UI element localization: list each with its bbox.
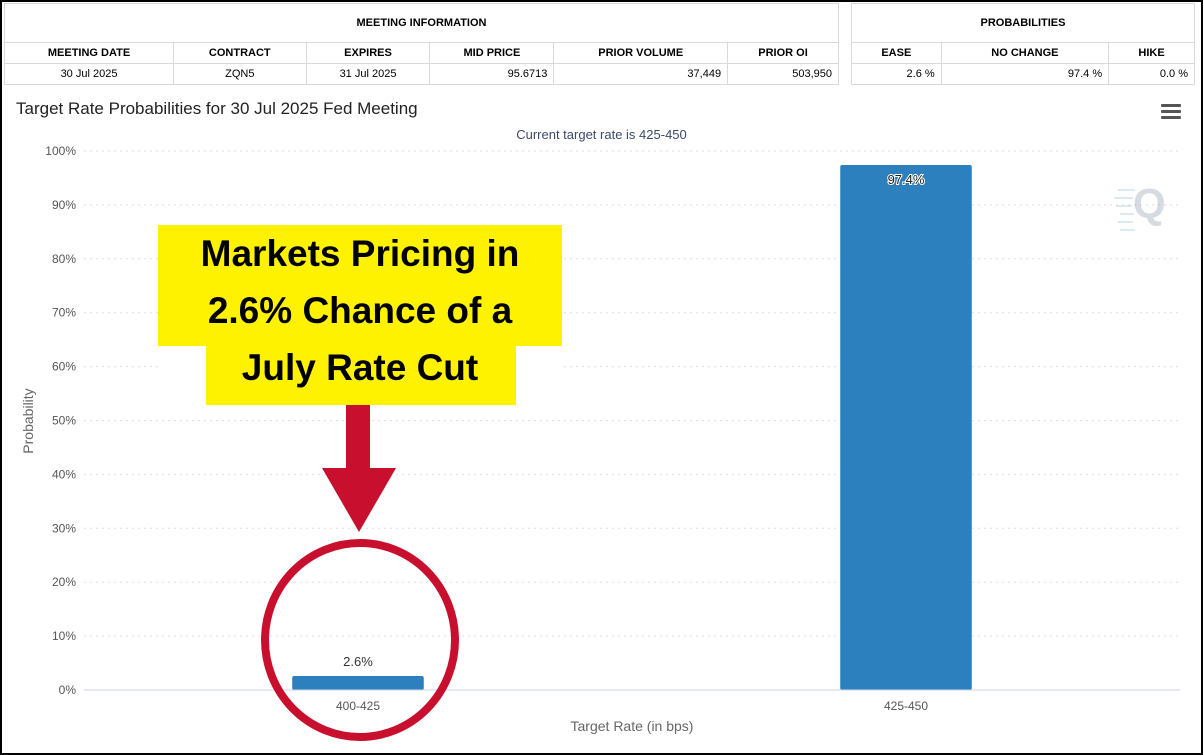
col-hike: HIKE xyxy=(1108,42,1195,64)
grid-lines xyxy=(84,150,1180,637)
prior-volume-value: 37,449 xyxy=(553,63,729,85)
svg-text:Q: Q xyxy=(1133,180,1166,227)
table-row: 2.6 % 97.4 % 0.0 % xyxy=(851,63,1195,85)
y-tick-label: 50% xyxy=(52,414,76,428)
q-logo-watermark-icon: Q xyxy=(1114,180,1166,231)
y-axis-ticks: 0% 10% 20% 30% 40% 50% 60% 70% 80% 90% 100% xyxy=(45,144,76,697)
hamburger-menu-icon[interactable] xyxy=(1161,104,1181,120)
x-tick-label: 425-450 xyxy=(884,699,928,713)
ease-value: 2.6 % xyxy=(851,63,942,85)
y-tick-label: 70% xyxy=(52,306,76,320)
y-tick-label: 80% xyxy=(52,252,76,266)
col-mid-price: MID PRICE xyxy=(429,42,555,64)
meeting-information-table: MEETING INFORMATION MEETING DATE CONTRAC… xyxy=(3,3,839,85)
prior-oi-value: 503,950 xyxy=(727,63,839,85)
callout-edge xyxy=(158,346,206,406)
bars: 2.6% 97.4% xyxy=(292,165,972,691)
expires-value: 31 Jul 2025 xyxy=(305,63,431,85)
contract-value: ZQN5 xyxy=(173,63,307,85)
x-axis-title: Target Rate (in bps) xyxy=(571,718,694,734)
y-tick-label: 10% xyxy=(52,629,76,643)
y-tick-label: 0% xyxy=(59,683,77,697)
bar-425-450[interactable] xyxy=(840,165,972,691)
x-tick-label: 400-425 xyxy=(336,699,380,713)
meeting-date-value: 30 Jul 2025 xyxy=(3,63,175,85)
hike-value: 0.0 % xyxy=(1108,63,1195,85)
y-tick-label: 20% xyxy=(52,575,76,589)
no-change-value: 97.4 % xyxy=(940,63,1110,85)
y-tick-label: 30% xyxy=(52,521,76,535)
table-row: 30 Jul 2025 ZQN5 31 Jul 2025 95.6713 37,… xyxy=(3,63,839,85)
data-label: 2.6% xyxy=(343,654,373,669)
mid-price-value: 95.6713 xyxy=(429,63,555,85)
y-tick-label: 100% xyxy=(45,144,76,158)
col-meeting-date: MEETING DATE xyxy=(3,42,175,64)
y-tick-label: 60% xyxy=(52,360,76,374)
y-axis-title: Probability xyxy=(20,388,36,453)
data-label: 97.4% xyxy=(888,172,925,187)
y-tick-label: 90% xyxy=(52,198,76,212)
callout-bottom-box xyxy=(206,346,516,404)
chart-title: Target Rate Probabilities for 30 Jul 202… xyxy=(16,99,418,118)
x-axis-ticks: 400-425 425-450 xyxy=(336,699,928,713)
y-tick-label: 40% xyxy=(52,467,76,481)
meeting-columns-row: MEETING DATE CONTRACT EXPIRES MID PRICE … xyxy=(3,42,839,64)
chart-subtitle: Current target rate is 425-450 xyxy=(516,127,687,142)
bar-400-425[interactable] xyxy=(292,675,424,690)
callout-edge xyxy=(516,346,562,406)
red-highlight-circle xyxy=(261,539,459,741)
probabilities-table: PROBABILITIES EASE NO CHANGE HIKE 2.6 % … xyxy=(851,3,1195,85)
callout-text: Markets Pricing in 2.6% Chance of a July… xyxy=(200,233,520,388)
col-no-change: NO CHANGE xyxy=(940,42,1110,64)
red-arrow-icon xyxy=(322,405,396,532)
